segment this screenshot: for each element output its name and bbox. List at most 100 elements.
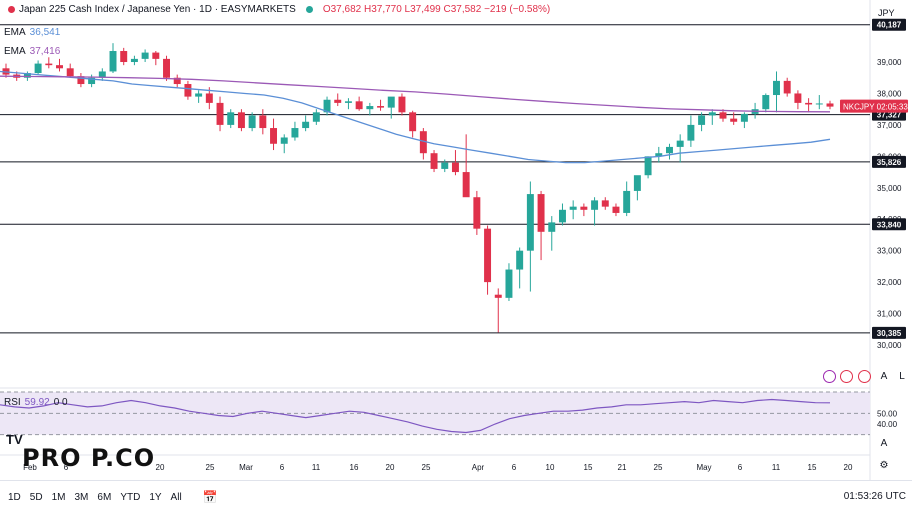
time-tick-label: 25 bbox=[206, 463, 215, 472]
calendar-icon[interactable]: 📅 bbox=[202, 490, 218, 504]
lightning-icon[interactable] bbox=[823, 370, 836, 383]
currency-label[interactable]: JPY bbox=[878, 8, 895, 18]
time-tick-label: 20 bbox=[156, 463, 165, 472]
rsi-tick-label: 50.00 bbox=[877, 409, 898, 418]
price-tick-label: 36,000 bbox=[877, 152, 902, 161]
timeframe-1m[interactable]: 1M bbox=[51, 491, 66, 503]
candle-body bbox=[409, 112, 417, 132]
candle-body bbox=[430, 153, 438, 169]
time-tick-label: 6 bbox=[738, 463, 743, 472]
candle-body bbox=[676, 140, 684, 147]
price-tick-label: 32,000 bbox=[877, 278, 902, 287]
candle-body bbox=[537, 194, 545, 232]
settings-gear-icon[interactable]: ⚙ bbox=[879, 460, 889, 471]
candle-body bbox=[462, 172, 470, 198]
timeframe-5d[interactable]: 5D bbox=[29, 491, 43, 503]
record-icon[interactable] bbox=[840, 370, 853, 383]
timeframe-6m[interactable]: 6M bbox=[97, 491, 112, 503]
candle-body bbox=[237, 112, 245, 129]
candle-body bbox=[505, 269, 513, 298]
price-tick-label: 38,000 bbox=[877, 89, 902, 98]
log-scale-button[interactable]: L bbox=[899, 371, 905, 382]
symbol-tag: NKCJPY 02:05:33 bbox=[843, 103, 908, 112]
level-tag-bg bbox=[872, 218, 906, 231]
candle-body bbox=[205, 93, 213, 103]
time-tick-label: 10 bbox=[546, 463, 555, 472]
candle-body bbox=[398, 96, 406, 113]
time-tick-label: May bbox=[696, 463, 711, 472]
target-icon[interactable] bbox=[858, 370, 871, 383]
timeframe-all[interactable]: All bbox=[170, 491, 182, 503]
rsi-label: RSI bbox=[4, 397, 21, 408]
price-tick-label: 35,000 bbox=[877, 184, 902, 193]
candle-body bbox=[387, 96, 395, 108]
candle-body bbox=[216, 102, 224, 125]
candle-body bbox=[644, 156, 652, 176]
price-tick-label: 39,000 bbox=[877, 58, 902, 67]
candle-body bbox=[516, 250, 524, 270]
candle-body bbox=[45, 63, 53, 66]
auto-scale-button[interactable]: A bbox=[880, 371, 888, 382]
rsi-legend[interactable]: RSI 59.92 0 0 bbox=[4, 397, 68, 408]
time-tick-label: 6 bbox=[280, 463, 285, 472]
candle-body bbox=[494, 294, 502, 298]
level-tag-bg bbox=[872, 155, 906, 168]
ohlc-values: O37,682 H37,770 L37,499 C37,582 −219 (−0… bbox=[322, 4, 551, 15]
candle-body bbox=[163, 58, 170, 78]
candle-body bbox=[451, 162, 459, 173]
time-tick-label: 20 bbox=[386, 463, 395, 472]
timeframe-3m[interactable]: 3M bbox=[74, 491, 89, 503]
rsi-value: 59.92 bbox=[24, 397, 50, 408]
rsi-tick-label: 40.00 bbox=[877, 420, 898, 429]
time-tick-label: 21 bbox=[618, 463, 627, 472]
candle-body bbox=[473, 197, 481, 229]
ema2-value: 37,416 bbox=[29, 46, 61, 57]
timeframe-ytd[interactable]: YTD bbox=[120, 491, 141, 503]
candle-body bbox=[719, 112, 727, 119]
time-tick-label: 6 bbox=[512, 463, 517, 472]
candle-body bbox=[109, 51, 117, 72]
time-tick-label: 16 bbox=[350, 463, 359, 472]
candle-body bbox=[708, 112, 716, 116]
time-tick-label: Feb bbox=[23, 463, 37, 472]
symbol-tag-bg bbox=[840, 99, 908, 113]
candle-body bbox=[141, 52, 149, 59]
ema1-value: 36,541 bbox=[29, 27, 61, 38]
time-tick-label: 25 bbox=[654, 463, 663, 472]
candle-body bbox=[419, 131, 427, 154]
candle-body bbox=[794, 93, 802, 103]
candle-body bbox=[366, 106, 374, 110]
time-tick-label: 20 bbox=[844, 463, 853, 472]
candle-body bbox=[484, 228, 492, 283]
candle-body bbox=[56, 65, 63, 69]
candle-body bbox=[302, 121, 310, 129]
level-tag-bg bbox=[872, 18, 906, 31]
level-tag-bg bbox=[872, 326, 906, 339]
candle-body bbox=[152, 52, 160, 59]
time-tick-label: 15 bbox=[584, 463, 593, 472]
candle-body bbox=[312, 112, 320, 122]
candle-body bbox=[740, 113, 748, 122]
rsi-auto-scale-button[interactable]: A bbox=[880, 438, 888, 449]
candle-body bbox=[526, 194, 534, 251]
candle-body bbox=[270, 128, 278, 144]
timeframe-1d[interactable]: 1D bbox=[8, 491, 21, 503]
ema1-legend[interactable]: EMA 36,541 bbox=[4, 27, 60, 38]
candle-body bbox=[655, 153, 663, 157]
candle-body bbox=[130, 58, 138, 63]
candle-body bbox=[248, 115, 256, 129]
candle-body bbox=[815, 103, 823, 105]
candle-body bbox=[612, 206, 620, 213]
price-tick-label: 30,000 bbox=[877, 341, 902, 350]
clock: 01:53:26 UTC bbox=[843, 491, 906, 502]
ema2-legend[interactable]: EMA 37,416 bbox=[4, 46, 60, 57]
candle-body bbox=[558, 209, 566, 223]
candle-body bbox=[591, 200, 599, 210]
candle-body bbox=[569, 206, 577, 210]
chart-title: Japan 225 Cash Index / Japanese Yen · 1D… bbox=[19, 4, 296, 15]
candle-body bbox=[77, 76, 85, 85]
candle-body bbox=[623, 190, 631, 213]
timeframe-1y[interactable]: 1Y bbox=[149, 491, 162, 503]
price-tick-label: 31,000 bbox=[877, 310, 902, 319]
